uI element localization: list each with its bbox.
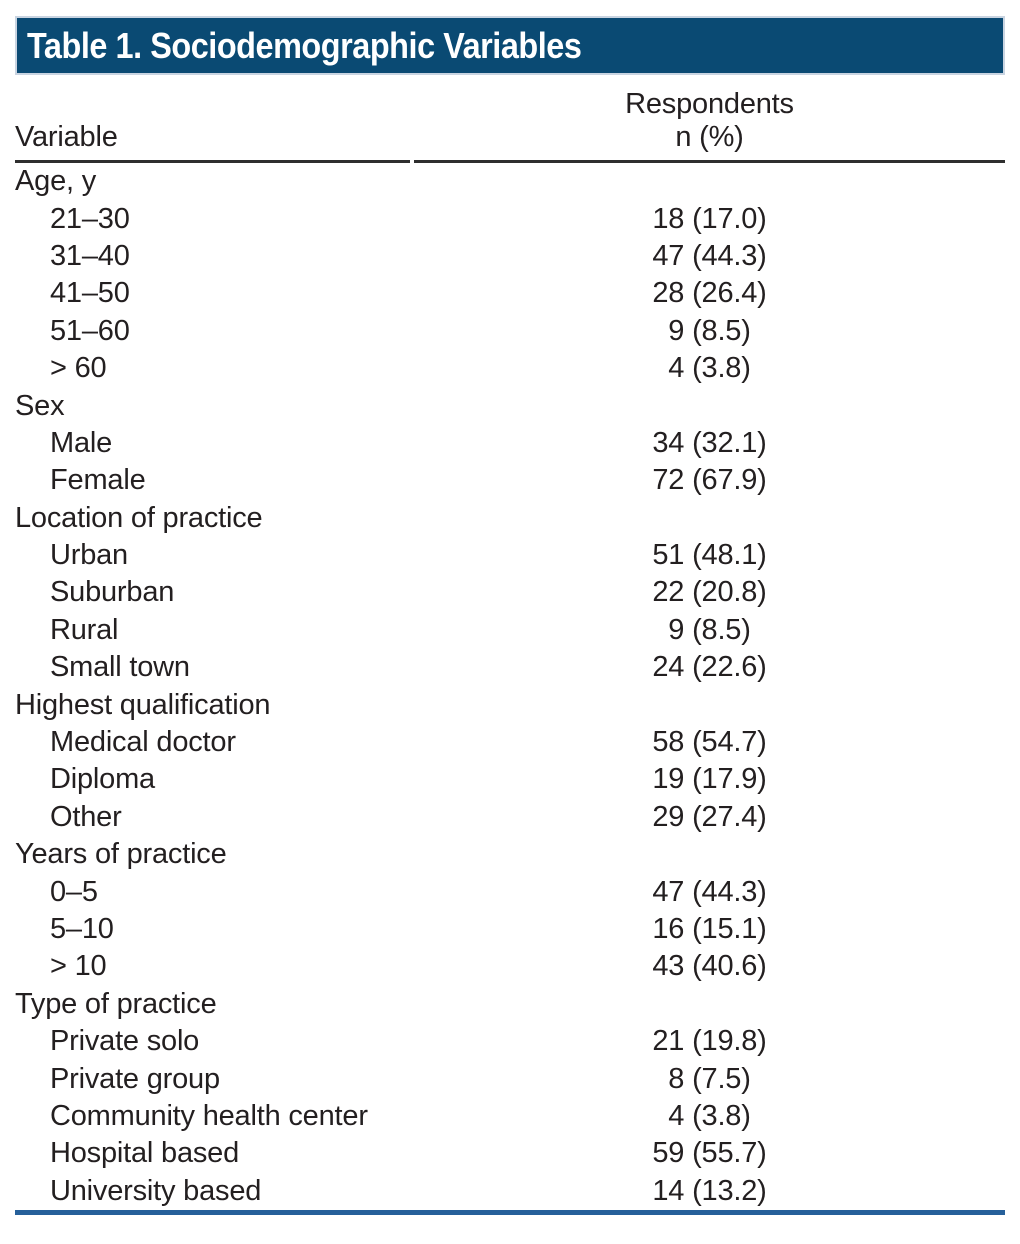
row-label: 31–40 xyxy=(50,239,130,272)
header-rule-left-segment xyxy=(15,160,410,163)
table-row: > 60 4 (3.8) xyxy=(15,350,1005,387)
row-label: 41–50 xyxy=(50,277,130,310)
row-label: Private group xyxy=(50,1062,220,1095)
row-value: 47 (44.3) xyxy=(652,239,767,272)
row-value: 22 (20.8) xyxy=(652,576,767,609)
table-row: 31–40 47 (44.3) xyxy=(15,238,1005,275)
row-label: Small town xyxy=(50,651,190,684)
row-label: Male xyxy=(50,426,113,459)
row-label: Private solo xyxy=(50,1025,200,1058)
table-row: Medical doctor 58 (54.7) xyxy=(15,724,1005,761)
table-row: 41–50 28 (26.4) xyxy=(15,275,1005,312)
row-label: Location of practice xyxy=(15,501,263,534)
table-row: Male 34 (32.1) xyxy=(15,425,1005,462)
row-value: 18 (17.0) xyxy=(652,202,767,235)
row-value: 34 (32.1) xyxy=(652,426,767,459)
table-row: Private group 8 (7.5) xyxy=(15,1060,1005,1097)
section-header-row: Years of practice xyxy=(15,836,1005,873)
row-value: 43 (40.6) xyxy=(652,950,767,983)
table-row: Rural 9 (8.5) xyxy=(15,612,1005,649)
row-label: Other xyxy=(50,800,122,833)
table-row: Other 29 (27.4) xyxy=(15,799,1005,836)
row-label: > 10 xyxy=(50,950,107,983)
row-label: Diploma xyxy=(50,763,155,796)
section-header-row: Sex xyxy=(15,387,1005,424)
table-row: Suburban 22 (20.8) xyxy=(15,574,1005,611)
table-row: 0–5 47 (44.3) xyxy=(15,873,1005,910)
row-label: Medical doctor xyxy=(50,726,236,759)
row-value: 9 (8.5) xyxy=(668,314,751,347)
row-value: 4 (3.8) xyxy=(668,352,751,385)
table-title-bar: Table 1. Sociodemographic Variables xyxy=(15,16,1005,75)
row-label: Years of practice xyxy=(15,838,227,871)
row-label: University based xyxy=(50,1174,262,1207)
section-header-row: Location of practice xyxy=(15,500,1005,537)
row-value: 16 (15.1) xyxy=(652,913,767,945)
section-header-row: Highest qualification xyxy=(15,686,1005,723)
column-headers: Respondents Variable n (%) xyxy=(15,88,1005,154)
row-label: Community health center xyxy=(50,1099,368,1132)
row-value: 72 (67.9) xyxy=(652,464,767,497)
bottom-rule xyxy=(15,1209,1005,1215)
section-header-row: Age, y xyxy=(15,163,1005,200)
row-label: 0–5 xyxy=(50,875,98,908)
n-percent-column-header: n (%) xyxy=(675,121,744,153)
row-value: 59 (55.7) xyxy=(652,1137,767,1170)
row-value: 19 (17.9) xyxy=(652,763,767,796)
section-header-row: Type of practice xyxy=(15,986,1005,1023)
respondents-column-header: Respondents xyxy=(625,88,794,120)
row-label: Highest qualification xyxy=(15,688,271,721)
table-row: Community health center 4 (3.8) xyxy=(15,1098,1005,1135)
row-label: Age, y xyxy=(15,165,97,198)
row-value: 58 (54.7) xyxy=(652,726,767,759)
header-rule xyxy=(15,160,1005,163)
row-label: Suburban xyxy=(50,576,175,609)
table-title: Table 1. Sociodemographic Variables xyxy=(27,24,582,66)
row-value: 4 (3.8) xyxy=(668,1099,751,1132)
row-label: Sex xyxy=(15,389,65,422)
table-row: Hospital based 59 (55.7) xyxy=(15,1135,1005,1172)
table-row: 5–10 16 (15.1) xyxy=(15,911,1005,948)
row-label: 5–10 xyxy=(50,913,114,945)
table-row: Female 72 (67.9) xyxy=(15,462,1005,499)
table-row: Small town 24 (22.6) xyxy=(15,649,1005,686)
row-label: Urban xyxy=(50,539,128,572)
page: Table 1. Sociodemographic Variables Resp… xyxy=(15,16,1005,1215)
row-value: 9 (8.5) xyxy=(668,613,751,646)
table-row: > 10 43 (40.6) xyxy=(15,948,1005,985)
column-header-row-top: Respondents xyxy=(15,88,1005,121)
row-value: 28 (26.4) xyxy=(652,277,767,310)
row-value: 8 (7.5) xyxy=(668,1062,751,1095)
table-row: Diploma 19 (17.9) xyxy=(15,761,1005,798)
table-row: University based 14 (13.2) xyxy=(15,1173,1005,1210)
table-row: 51–60 9 (8.5) xyxy=(15,313,1005,350)
row-value: 14 (13.2) xyxy=(652,1174,767,1207)
row-value: 24 (22.6) xyxy=(652,651,767,684)
table-row: Urban 51 (48.1) xyxy=(15,537,1005,574)
row-value: 29 (27.4) xyxy=(652,800,767,833)
row-label: 51–60 xyxy=(50,314,130,347)
row-label: Rural xyxy=(50,613,119,646)
table-row: 21–30 18 (17.0) xyxy=(15,200,1005,237)
row-label: 21–30 xyxy=(50,202,130,235)
header-rule-right-segment xyxy=(414,160,1005,163)
table-row: Private solo 21 (19.8) xyxy=(15,1023,1005,1060)
row-value: 21 (19.8) xyxy=(652,1025,767,1058)
column-header-row-bottom: Variable n (%) xyxy=(15,121,1005,154)
column-header-spacer xyxy=(15,88,410,121)
table-body: Age, y 21–30 18 (17.0) 31–40 47 (44.3) 41–50 2… xyxy=(15,163,1005,1210)
row-label: Hospital based xyxy=(50,1137,240,1170)
row-label: Female xyxy=(50,464,146,497)
row-value: 47 (44.3) xyxy=(652,875,767,908)
row-value: 51 (48.1) xyxy=(652,539,767,572)
variable-column-header: Variable xyxy=(15,121,118,153)
row-label: > 60 xyxy=(50,352,107,385)
row-label: Type of practice xyxy=(15,987,217,1020)
